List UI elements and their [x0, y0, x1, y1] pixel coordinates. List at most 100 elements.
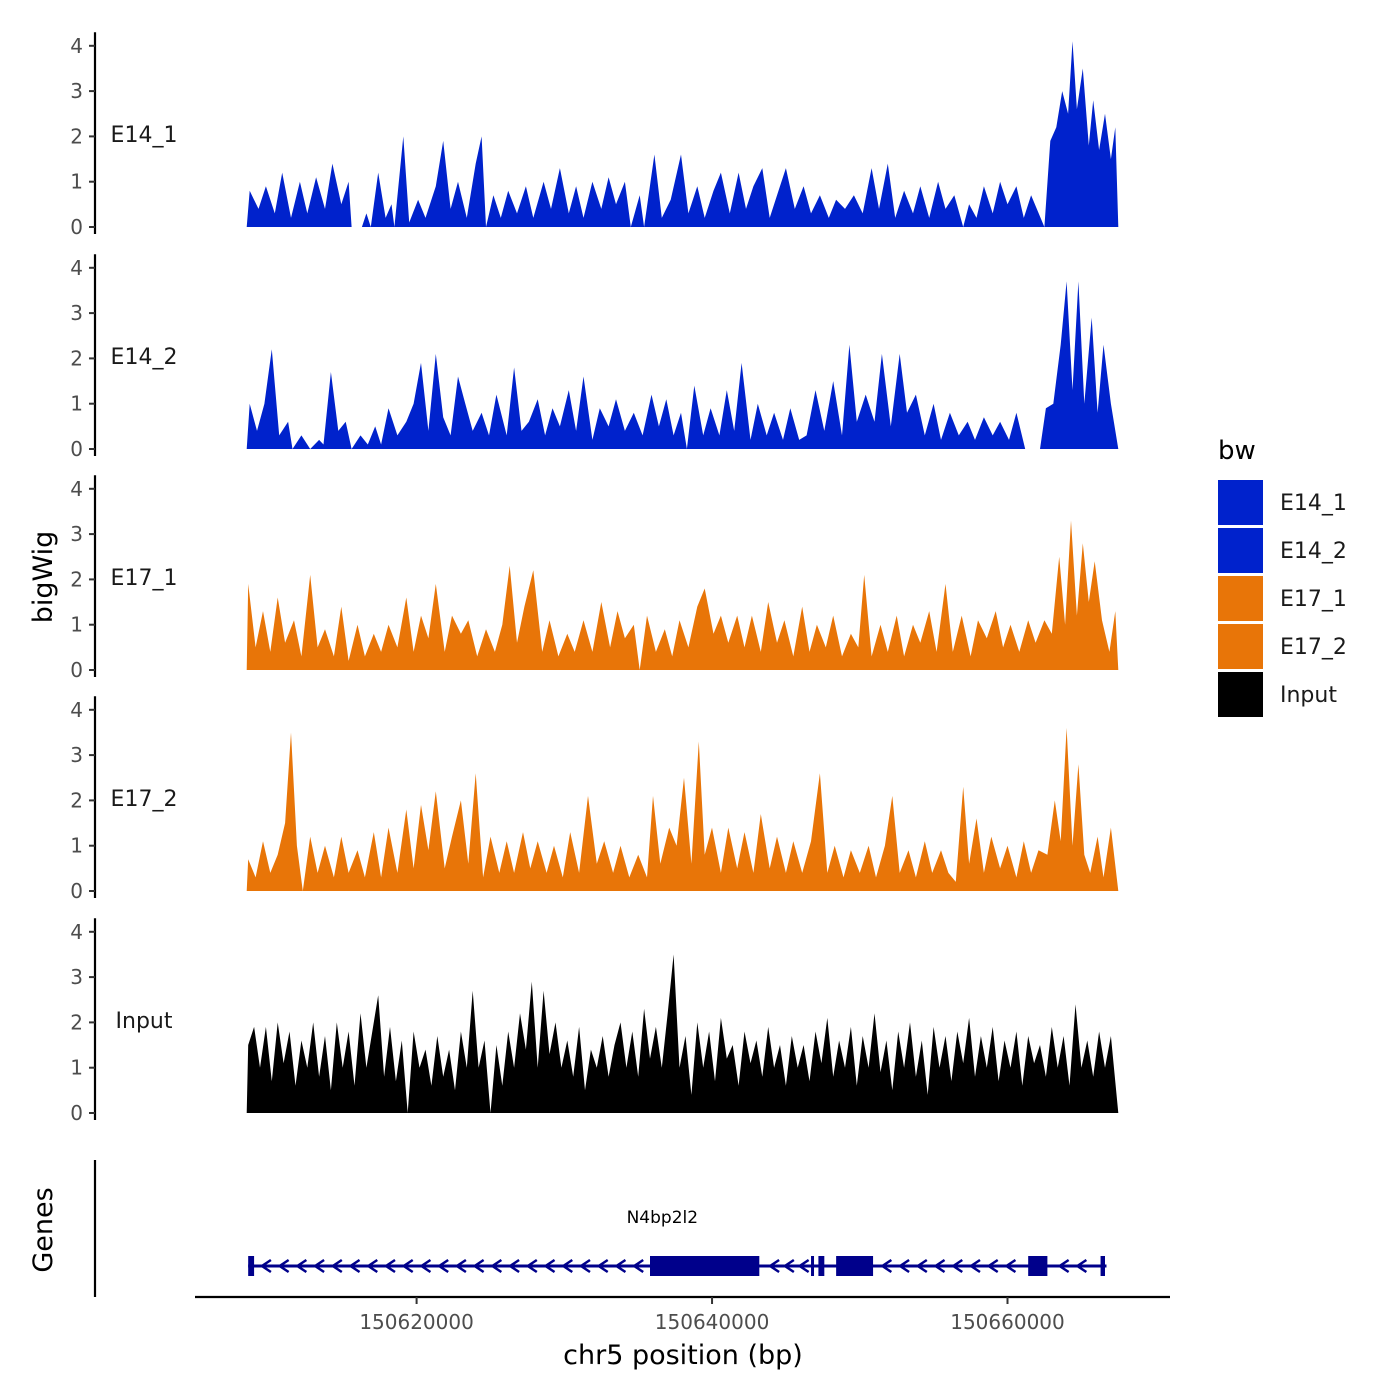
y-tick-label: 3 [70, 79, 83, 103]
strand-arrow [312, 1258, 325, 1274]
strand-arrow [614, 1258, 627, 1274]
strand-arrow [968, 1258, 981, 1274]
strand-arrow [330, 1258, 343, 1274]
track-e17-2: 0 1 2 3 4 E17_2 [70, 696, 1119, 903]
legend: bw E14_1 E14_2 E17_1 E17_2 Input [1218, 436, 1347, 717]
strand-arrow [454, 1258, 467, 1274]
strand-arrow [507, 1258, 520, 1274]
exon [811, 1256, 815, 1276]
strand-arrow [933, 1258, 946, 1274]
track-label: E17_1 [111, 566, 178, 591]
y-tick-label: 1 [70, 613, 83, 637]
y-tick-label: 3 [70, 301, 83, 325]
y-tick-label: 2 [70, 346, 83, 370]
y-tick-label: 0 [70, 1101, 83, 1125]
strand-arrow [383, 1258, 396, 1274]
exon [1100, 1256, 1105, 1276]
x-tick-label: 150640000 [655, 1310, 770, 1334]
strand-arrow [543, 1258, 556, 1274]
y-tick-label: 3 [70, 965, 83, 989]
y-tick-label: 0 [70, 437, 83, 461]
y-tick-label: 0 [70, 215, 83, 239]
exon [836, 1256, 874, 1276]
track-label: E14_2 [111, 345, 178, 370]
y-tick-label: 2 [70, 124, 83, 148]
track-e14-1: 0 1 2 3 4 E14_1 [70, 32, 1119, 239]
strand-arrow [986, 1258, 999, 1274]
legend-swatch [1218, 480, 1263, 525]
exon [650, 1256, 760, 1276]
legend-swatch [1218, 528, 1263, 573]
strand-arrow [490, 1258, 503, 1274]
exon [248, 1256, 255, 1276]
strand-arrow [631, 1258, 644, 1274]
y-tick-label: 4 [70, 34, 83, 58]
x-tick-label: 150660000 [950, 1310, 1065, 1334]
strand-arrow [525, 1258, 538, 1274]
y-tick-label: 4 [70, 477, 83, 501]
strand-arrow [1075, 1258, 1088, 1274]
strand-arrow [797, 1258, 810, 1274]
y-axis-title: bigWig [28, 531, 59, 624]
coverage-area [246, 41, 1119, 227]
strand-arrow [767, 1258, 780, 1274]
strand-arrow [578, 1258, 591, 1274]
y-tick-label: 3 [70, 743, 83, 767]
strand-arrow [472, 1258, 485, 1274]
y-tick-label: 2 [70, 788, 83, 812]
strand-arrow [596, 1258, 609, 1274]
strand-arrow [897, 1258, 910, 1274]
y-tick-label: 1 [70, 834, 83, 858]
strand-arrow [277, 1258, 290, 1274]
y-tick-label: 0 [70, 658, 83, 682]
track-e14-2: 0 1 2 3 4 E14_2 [70, 254, 1119, 461]
strand-arrow [295, 1258, 308, 1274]
strand-arrow [880, 1258, 893, 1274]
strand-arrow [561, 1258, 573, 1274]
coverage-area [246, 520, 1119, 670]
strand-arrow [782, 1258, 795, 1274]
strand-arrow [259, 1258, 272, 1274]
genes-panel-title: Genes [28, 1187, 59, 1272]
genes-panel: N4bp2l2 [93, 1160, 1107, 1297]
bigwig-tracks: 0 1 2 3 4 E14_1 0 1 2 3 4 E14_2 0 1 2 3 4 E17_1 0 1 2 3 4 E17_2… [70, 32, 1119, 1125]
strand-arrow [436, 1258, 449, 1274]
coverage-area [246, 954, 1119, 1113]
y-tick-label: 4 [70, 920, 83, 944]
y-tick-label: 2 [70, 1010, 83, 1034]
exon [1028, 1256, 1048, 1276]
track-label: E14_1 [111, 123, 178, 148]
strand-arrow [1057, 1258, 1070, 1274]
strand-arrow [915, 1258, 928, 1274]
y-tick-label: 3 [70, 522, 83, 546]
strand-arrow [348, 1258, 361, 1274]
legend-swatch [1218, 672, 1263, 717]
strand-arrow [951, 1258, 963, 1274]
legend-swatch [1218, 576, 1263, 621]
x-axis: 150620000 150640000 150660000 [195, 1295, 1170, 1334]
y-tick-label: 1 [70, 170, 83, 194]
y-tick-label: 1 [70, 1056, 83, 1080]
strand-arrow [419, 1258, 432, 1274]
legend-label: E14_1 [1280, 491, 1347, 516]
gene-name-label: N4bp2l2 [627, 1208, 698, 1228]
strand-arrow [1004, 1258, 1017, 1274]
track-input: 0 1 2 3 4 Input [70, 918, 1119, 1125]
y-tick-label: 0 [70, 879, 83, 903]
y-tick-label: 4 [70, 698, 83, 722]
legend-label: E14_2 [1280, 539, 1347, 564]
y-tick-label: 2 [70, 567, 83, 591]
x-axis-title: chr5 position (bp) [563, 1340, 803, 1371]
x-tick-label: 150620000 [359, 1310, 474, 1334]
strand-arrow [366, 1258, 378, 1274]
legend-label: E17_2 [1280, 635, 1347, 660]
legend-items: E14_1 E14_2 E17_1 E17_2 Input [1218, 480, 1347, 717]
legend-label: E17_1 [1280, 587, 1347, 612]
exon [818, 1256, 825, 1276]
strand-arrow [401, 1258, 414, 1274]
track-label: Input [116, 1009, 173, 1034]
legend-swatch [1218, 624, 1263, 669]
track-e17-1: 0 1 2 3 4 E17_1 [70, 475, 1119, 682]
track-label: E17_2 [111, 787, 178, 812]
